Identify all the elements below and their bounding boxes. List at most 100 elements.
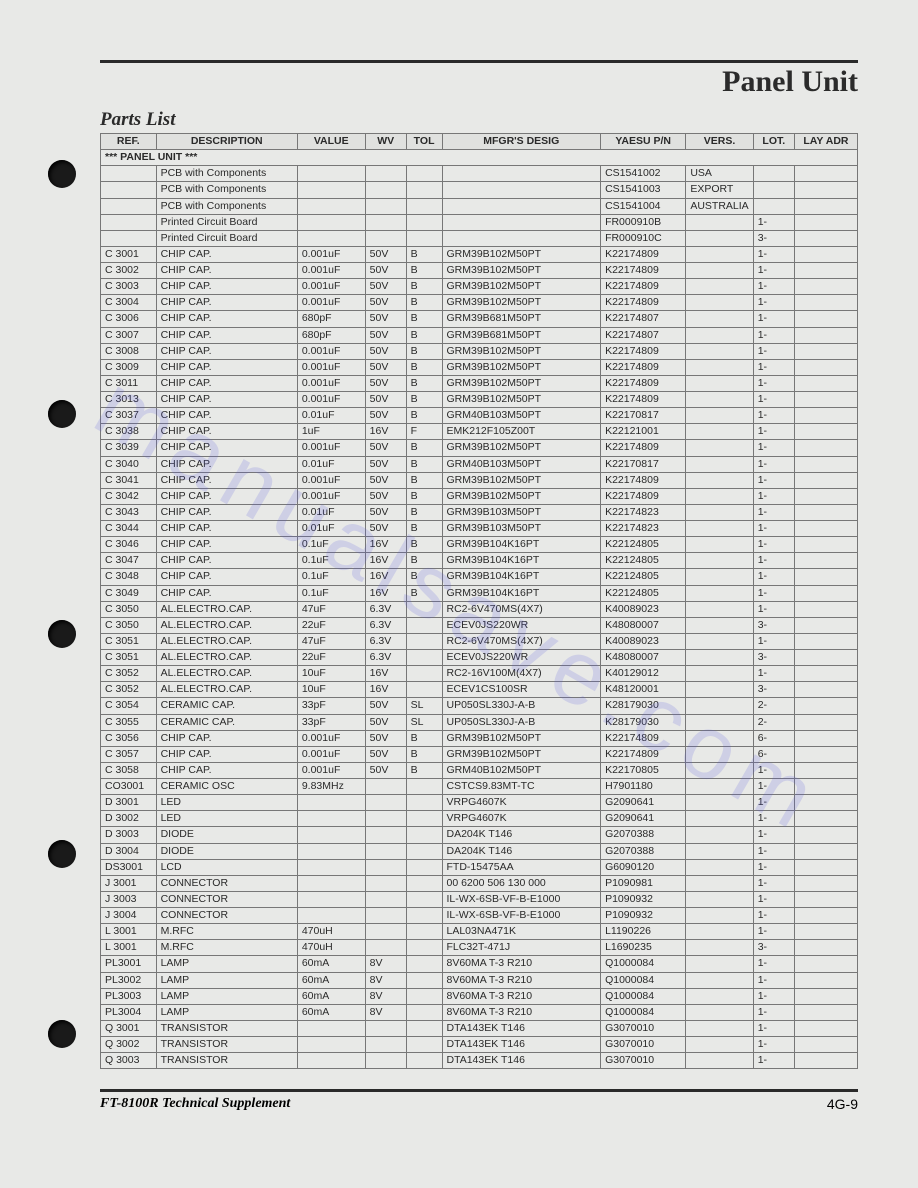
table-cell (406, 875, 442, 891)
table-cell: GRM39B102M50PT (442, 440, 601, 456)
table-cell: 8V60MA T-3 R210 (442, 988, 601, 1004)
table-cell: 8V60MA T-3 R210 (442, 972, 601, 988)
table-cell: 8V60MA T-3 R210 (442, 956, 601, 972)
table-cell (365, 843, 406, 859)
table-row: C 3056CHIP CAP.0.001uF50VBGRM39B102M50PT… (101, 730, 858, 746)
table-cell: TRANSISTOR (156, 1037, 297, 1053)
table-cell (686, 730, 753, 746)
table-cell: LAMP (156, 1004, 297, 1020)
table-cell (686, 988, 753, 1004)
table-cell: 16V (365, 537, 406, 553)
table-cell (365, 811, 406, 827)
table-cell: 1- (753, 1037, 794, 1053)
table-cell (794, 585, 857, 601)
table-cell (406, 166, 442, 182)
table-cell: 0.001uF (297, 488, 365, 504)
table-cell (406, 972, 442, 988)
table-cell: C 3058 (101, 762, 157, 778)
table-cell: K22124805 (601, 553, 686, 569)
table-cell: GRM39B103M50PT (442, 521, 601, 537)
table-cell (406, 617, 442, 633)
table-cell: 1- (753, 601, 794, 617)
table-cell: 0.1uF (297, 585, 365, 601)
table-cell: CHIP CAP. (156, 456, 297, 472)
table-cell (297, 827, 365, 843)
table-cell: C 3051 (101, 650, 157, 666)
table-cell: B (406, 343, 442, 359)
table-row: C 3048CHIP CAP.0.1uF16VBGRM39B104K16PTK2… (101, 569, 858, 585)
table-cell: 50V (365, 456, 406, 472)
col-tol: TOL (406, 134, 442, 150)
table-row: C 3051AL.ELECTRO.CAP.47uF6.3VRC2-6V470MS… (101, 633, 858, 649)
table-cell: C 3048 (101, 569, 157, 585)
table-cell: AL.ELECTRO.CAP. (156, 633, 297, 649)
table-cell (297, 891, 365, 907)
table-cell: 1- (753, 666, 794, 682)
table-row: C 3052AL.ELECTRO.CAP.10uF16VECEV1CS100SR… (101, 682, 858, 698)
table-cell: LAMP (156, 956, 297, 972)
table-cell: C 3013 (101, 392, 157, 408)
table-cell (406, 666, 442, 682)
table-cell: 1- (753, 263, 794, 279)
table-cell (686, 537, 753, 553)
col-lot: LOT. (753, 134, 794, 150)
table-cell: G3070010 (601, 1053, 686, 1069)
section-band: *** PANEL UNIT *** (101, 150, 858, 166)
table-cell (686, 762, 753, 778)
table-cell: CERAMIC CAP. (156, 698, 297, 714)
table-cell (794, 1037, 857, 1053)
table-cell: 50V (365, 375, 406, 391)
table-cell: B (406, 762, 442, 778)
table-cell: 0.01uF (297, 504, 365, 520)
table-cell: 0.001uF (297, 246, 365, 262)
table-cell: 1- (753, 859, 794, 875)
table-cell: UP050SL330J-A-B (442, 698, 601, 714)
table-cell: G6090120 (601, 859, 686, 875)
table-cell (794, 650, 857, 666)
table-cell: Q1000084 (601, 956, 686, 972)
table-row: C 3046CHIP CAP.0.1uF16VBGRM39B104K16PTK2… (101, 537, 858, 553)
table-cell (406, 956, 442, 972)
table-cell (686, 617, 753, 633)
table-cell (406, 601, 442, 617)
table-row: PL3004LAMP60mA8V8V60MA T-3 R210Q10000841… (101, 1004, 858, 1020)
table-cell: 50V (365, 714, 406, 730)
table-cell (794, 569, 857, 585)
table-cell: 8V (365, 972, 406, 988)
table-cell: K22174809 (601, 392, 686, 408)
table-cell (686, 569, 753, 585)
table-cell (794, 779, 857, 795)
table-cell (406, 230, 442, 246)
table-cell: K28179030 (601, 698, 686, 714)
table-cell: C 3007 (101, 327, 157, 343)
table-cell: FR000910B (601, 214, 686, 230)
table-cell: K40089023 (601, 601, 686, 617)
table-cell: 50V (365, 311, 406, 327)
table-cell (406, 891, 442, 907)
table-cell (686, 263, 753, 279)
table-cell: K22174823 (601, 504, 686, 520)
table-cell (365, 1020, 406, 1036)
table-cell (297, 875, 365, 891)
table-cell: AL.ELECTRO.CAP. (156, 682, 297, 698)
table-cell: 2- (753, 714, 794, 730)
table-cell: 50V (365, 440, 406, 456)
table-cell (365, 891, 406, 907)
table-cell: 0.1uF (297, 553, 365, 569)
table-cell: CHIP CAP. (156, 408, 297, 424)
table-cell: GRM39B102M50PT (442, 279, 601, 295)
table-cell: 1- (753, 246, 794, 262)
table-cell: RC2-6V470MS(4X7) (442, 633, 601, 649)
table-cell: 470uH (297, 940, 365, 956)
table-row: Printed Circuit BoardFR000910C3- (101, 230, 858, 246)
table-cell: 16V (365, 569, 406, 585)
table-cell (794, 456, 857, 472)
table-cell: PCB with Components (156, 166, 297, 182)
table-cell: IL-WX-6SB-VF-B-E1000 (442, 908, 601, 924)
table-cell (442, 198, 601, 214)
table-cell: GRM39B681M50PT (442, 327, 601, 343)
table-cell: B (406, 375, 442, 391)
table-cell: 50V (365, 359, 406, 375)
table-cell: H7901180 (601, 779, 686, 795)
table-cell: C 3052 (101, 682, 157, 698)
